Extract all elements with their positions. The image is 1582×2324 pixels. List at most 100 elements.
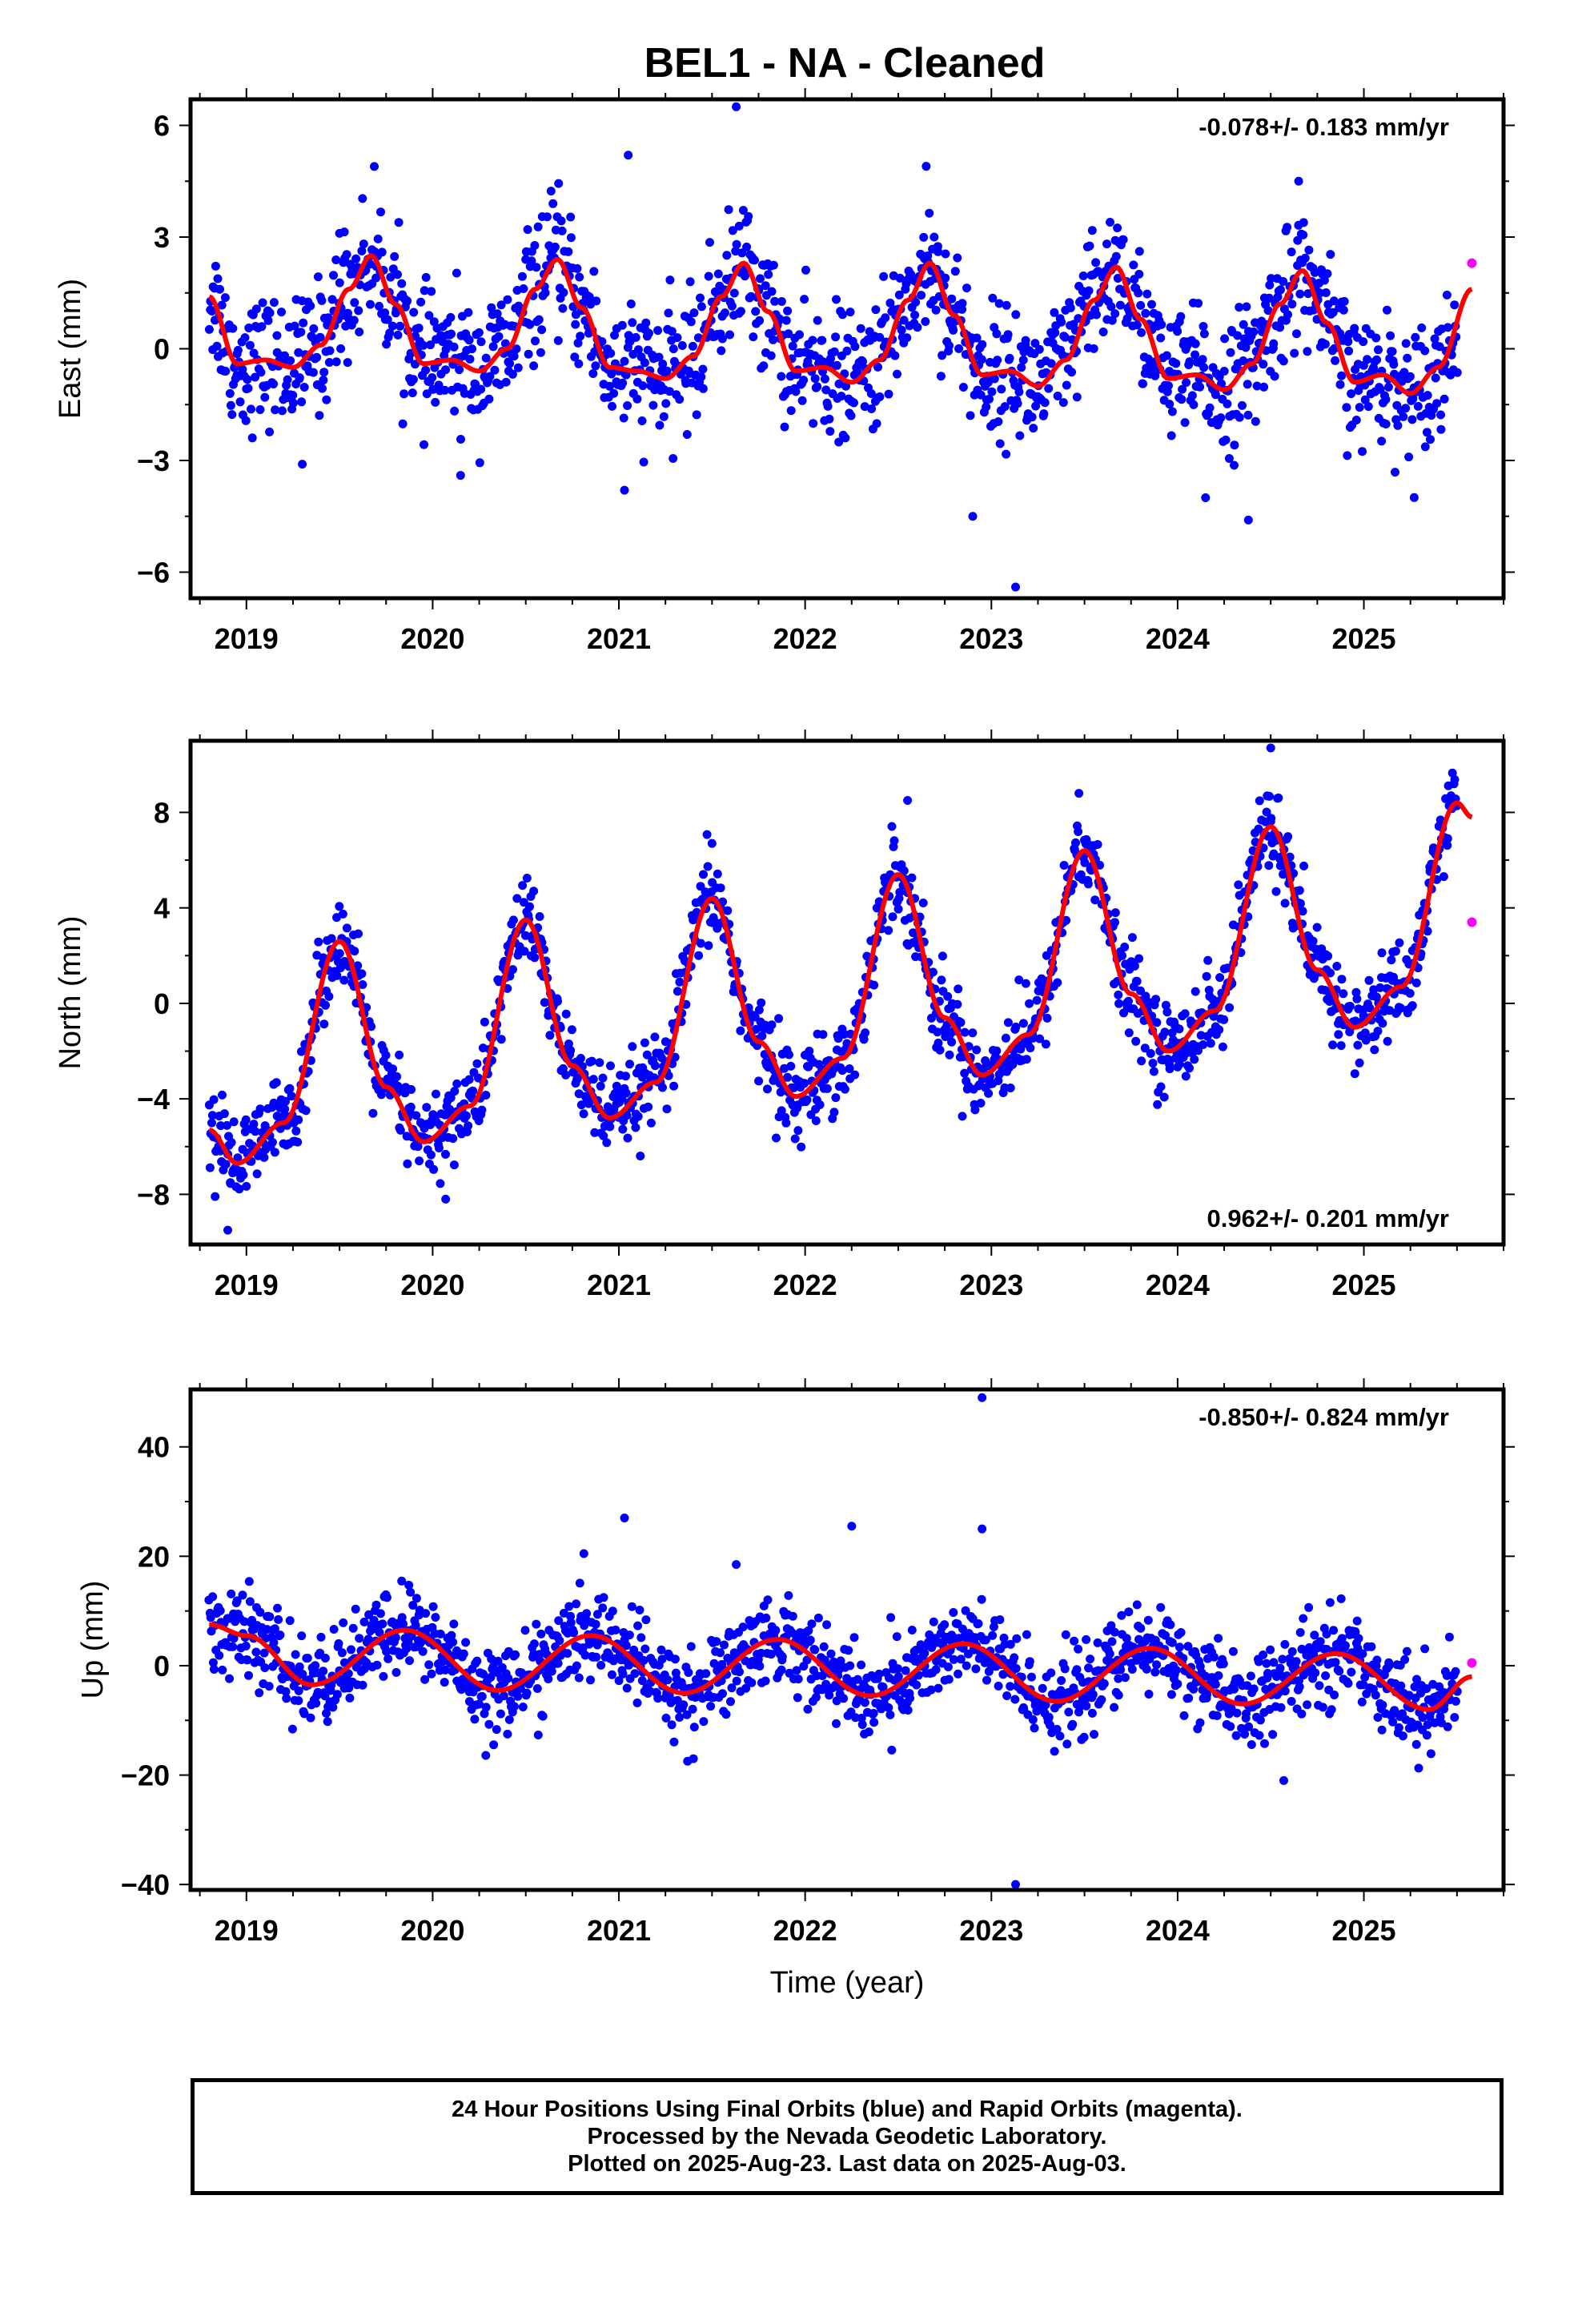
final-orbit-point [1025, 999, 1034, 1008]
final-orbit-point [1387, 955, 1396, 965]
final-orbit-point [1148, 1059, 1158, 1068]
final-orbit-point [1422, 1684, 1431, 1694]
final-orbit-point [995, 439, 1005, 448]
north-panel: 2019 2020 2021 2022 2023 2024 2025−8−4048North… [54, 730, 1515, 1301]
final-orbit-point [729, 288, 739, 298]
final-orbit-point [606, 1061, 615, 1071]
final-orbit-point [892, 1632, 901, 1642]
final-orbit-point [1167, 1638, 1177, 1647]
final-orbit-point [1161, 1000, 1170, 1010]
final-orbit-point [696, 293, 705, 303]
final-orbit-point [627, 1602, 636, 1611]
final-orbit-point [888, 912, 897, 922]
final-orbit-point [431, 397, 440, 407]
final-orbit-point [1078, 271, 1088, 280]
final-orbit-point [354, 306, 363, 316]
final-orbit-point [455, 365, 464, 375]
final-orbit-point [1323, 269, 1332, 279]
final-orbit-point [1178, 384, 1187, 394]
final-orbit-point [895, 887, 905, 897]
final-orbit-point [795, 330, 804, 340]
final-orbit-point [548, 199, 558, 208]
final-orbit-point [1002, 1691, 1012, 1700]
final-orbit-point [265, 1612, 275, 1622]
final-orbit-point [1134, 954, 1144, 963]
final-orbit-point [1090, 1730, 1098, 1739]
final-orbit-point [464, 308, 473, 317]
final-orbit-point [447, 329, 456, 339]
final-orbit-point [1322, 1630, 1331, 1638]
final-orbit-point [624, 151, 633, 160]
final-orbit-point [530, 953, 540, 963]
final-orbit-point [328, 1703, 338, 1712]
final-orbit-point [933, 1027, 942, 1037]
final-orbit-point [893, 904, 903, 914]
final-orbit-point [736, 1026, 745, 1035]
final-orbit-point [489, 1740, 499, 1750]
final-orbit-point [532, 1684, 542, 1693]
final-orbit-point [393, 330, 403, 340]
final-orbit-point [335, 949, 344, 959]
final-orbit-point [1329, 1626, 1339, 1635]
final-orbit-point [269, 1638, 279, 1647]
final-orbit-point [1344, 346, 1354, 356]
final-orbit-point [1136, 1623, 1146, 1633]
final-orbit-point [821, 385, 831, 395]
final-orbit-point [459, 1649, 468, 1659]
final-orbit-point [264, 1682, 274, 1691]
final-orbit-point [637, 1676, 647, 1686]
final-orbit-point [464, 1697, 474, 1707]
final-orbit-point [440, 385, 450, 395]
final-orbit-point [1027, 412, 1037, 422]
final-orbit-point [893, 1672, 903, 1681]
final-orbit-point [584, 1099, 593, 1108]
final-orbit-point [1335, 1667, 1344, 1676]
final-orbit-point [1357, 1697, 1367, 1707]
final-orbit-point [738, 206, 748, 215]
final-orbit-point [1351, 416, 1361, 424]
final-orbit-point [802, 1655, 812, 1665]
final-orbit-point [359, 239, 368, 249]
rapid-orbit-point [1467, 1658, 1477, 1668]
final-orbit-point [684, 1668, 693, 1677]
final-orbit-point [505, 359, 515, 368]
final-orbit-point [336, 344, 346, 353]
final-orbit-point [968, 1028, 978, 1038]
final-orbit-point [1006, 1682, 1015, 1691]
final-orbit-point [355, 1634, 364, 1643]
final-orbit-point [1298, 907, 1307, 916]
final-orbit-point [1185, 357, 1195, 367]
final-orbit-point [755, 316, 765, 325]
final-orbit-point [1323, 951, 1333, 961]
final-orbit-point [381, 1051, 391, 1060]
final-orbit-point [301, 1106, 311, 1116]
final-orbit-point [1353, 1040, 1363, 1050]
final-orbit-point [1151, 995, 1161, 1004]
final-orbit-point [445, 1104, 455, 1114]
final-orbit-point [832, 295, 841, 304]
final-orbit-point [945, 341, 954, 351]
final-orbit-point [1053, 392, 1062, 400]
final-orbit-point [849, 1633, 859, 1642]
final-orbit-point [757, 998, 766, 1007]
final-orbit-point [982, 1675, 991, 1685]
y-tick-label: −20 [121, 1759, 170, 1792]
final-orbit-point [985, 394, 994, 404]
final-orbit-point [940, 1620, 950, 1630]
final-orbit-point [849, 398, 858, 408]
final-orbit-point [375, 1628, 384, 1637]
final-orbit-point [306, 1713, 315, 1723]
final-orbit-point [640, 358, 649, 368]
final-orbit-point [285, 1616, 295, 1626]
final-orbit-point [791, 387, 801, 396]
final-orbit-point [533, 222, 543, 231]
final-orbit-point [358, 194, 367, 203]
final-orbit-point [623, 1133, 632, 1143]
final-orbit-point [314, 937, 323, 947]
final-orbit-point [682, 1710, 692, 1719]
final-orbit-point [496, 300, 506, 310]
final-orbit-point [884, 926, 893, 935]
y-tick-label: 40 [138, 1431, 170, 1464]
final-orbit-point [845, 1661, 855, 1671]
final-orbit-point [383, 1654, 393, 1663]
